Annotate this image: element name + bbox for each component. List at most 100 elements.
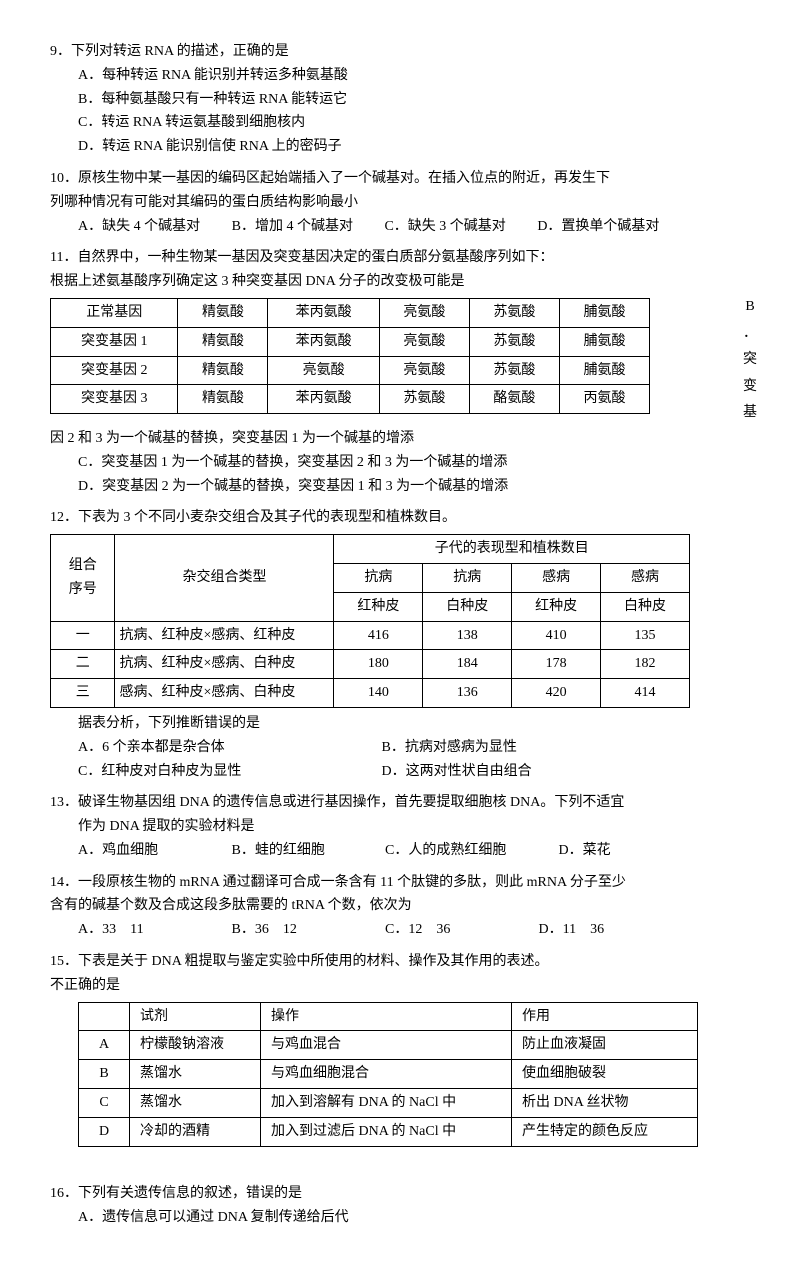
cell: 135 — [601, 621, 690, 650]
cell: 精氨酸 — [178, 327, 268, 356]
cell: 蒸馏水 — [130, 1060, 261, 1089]
q12-opt-d: D．这两对性状自由组合 — [382, 764, 532, 779]
cell: 操作 — [261, 1002, 512, 1031]
q12-stem: 12．下表为 3 个不同小麦杂交组合及其子代的表现型和植株数目。 — [50, 506, 750, 530]
table-row: 三 感病、红种皮×感病、白种皮 140 136 420 414 — [51, 679, 690, 708]
cell: 感病 — [512, 563, 601, 592]
table-row: B 蒸馏水 与鸡血细胞混合 使血细胞破裂 — [79, 1060, 698, 1089]
q13-opt-a: A．鸡血细胞 — [78, 839, 228, 863]
question-16: 16．下列有关遗传信息的叙述，错误的是 A．遗传信息可以通过 DNA 复制传递给… — [50, 1182, 750, 1230]
cell: 182 — [601, 650, 690, 679]
q11-opt-c: C．突变基因 1 为一个碱基的替换，突变基因 2 和 3 为一个碱基的增添 — [50, 451, 750, 475]
cell: 脯氨酸 — [559, 356, 649, 385]
side-3: 变 — [740, 374, 760, 401]
q12-after: 据表分析，下列推断错误的是 — [50, 712, 750, 736]
cell: 三 — [51, 679, 115, 708]
cell: 416 — [334, 621, 423, 650]
question-15: 15．下表是关于 DNA 粗提取与鉴定实验中所使用的材料、操作及其作用的表述。 … — [50, 950, 750, 1147]
cell: 红种皮 — [334, 592, 423, 621]
side-0: B — [740, 294, 760, 321]
question-14: 14．一段原核生物的 mRNA 通过翻译可合成一条含有 11 个肽键的多肽，则此… — [50, 871, 750, 942]
q10-opt-b: B．增加 4 个碱基对 — [232, 219, 353, 234]
cell: 苏氨酸 — [469, 327, 559, 356]
cell: 正常基因 — [51, 298, 178, 327]
cell: 丙氨酸 — [559, 385, 649, 414]
cell: 苏氨酸 — [379, 385, 469, 414]
side-1: ． — [740, 321, 760, 348]
table-row: 突变基因 2 精氨酸 亮氨酸 亮氨酸 苏氨酸 脯氨酸 — [51, 356, 650, 385]
cell: 脯氨酸 — [559, 298, 649, 327]
cell: 抗病 — [334, 563, 423, 592]
cell: 感病、红种皮×感病、白种皮 — [115, 679, 334, 708]
cell: 突变基因 3 — [51, 385, 178, 414]
table-row: 突变基因 3 精氨酸 苯丙氨酸 苏氨酸 酪氨酸 丙氨酸 — [51, 385, 650, 414]
cell: 子代的表现型和植株数目 — [334, 535, 690, 564]
cell: 178 — [512, 650, 601, 679]
cell: 蒸馏水 — [130, 1089, 261, 1118]
cell: 180 — [334, 650, 423, 679]
cell: 试剂 — [130, 1002, 261, 1031]
cell: 苯丙氨酸 — [268, 327, 379, 356]
table-row: 一 抗病、红种皮×感病、红种皮 416 138 410 135 — [51, 621, 690, 650]
q12-opt-b: B．抗病对感病为显性 — [382, 740, 517, 755]
cell: 脯氨酸 — [559, 327, 649, 356]
question-11: 11．自然界中，一种生物某一基因及突变基因决定的蛋白质部分氨基酸序列如下： 根据… — [50, 246, 750, 498]
cell: 析出 DNA 丝状物 — [512, 1089, 698, 1118]
cell: 白种皮 — [601, 592, 690, 621]
cell: 苏氨酸 — [469, 356, 559, 385]
q14-opt-c: C．12 36 — [385, 918, 535, 942]
cell: 亮氨酸 — [379, 298, 469, 327]
q12-opt-c: C．红种皮对白种皮为显性 — [78, 760, 378, 784]
question-9: 9．下列对转运 RNA 的描述，正确的是 A．每种转运 RNA 能识别并转运多种… — [50, 40, 750, 159]
q10-options: A．缺失 4 个碱基对 B．增加 4 个碱基对 C．缺失 3 个碱基对 D．置换… — [50, 215, 750, 239]
q10-stem-2: 列哪种情况有可能对其编码的蛋白质结构影响最小 — [50, 191, 750, 215]
cell: 二 — [51, 650, 115, 679]
q13-stem-2: 作为 DNA 提取的实验材料是 — [50, 815, 750, 839]
q14-stem-1: 14．一段原核生物的 mRNA 通过翻译可合成一条含有 11 个肽键的多肽，则此… — [50, 871, 750, 895]
q11-stem-1: 11．自然界中，一种生物某一基因及突变基因决定的蛋白质部分氨基酸序列如下： — [50, 246, 750, 270]
table-row: C 蒸馏水 加入到溶解有 DNA 的 NaCl 中 析出 DNA 丝状物 — [79, 1089, 698, 1118]
q14-opt-d: D．11 36 — [539, 922, 605, 937]
cell: 苯丙氨酸 — [268, 298, 379, 327]
cell: 亮氨酸 — [268, 356, 379, 385]
side-2: 突 — [740, 347, 760, 374]
cell: 亮氨酸 — [379, 327, 469, 356]
cell: 柠檬酸钠溶液 — [130, 1031, 261, 1060]
q13-opt-c: C．人的成熟红细胞 — [385, 839, 555, 863]
cell: 使血细胞破裂 — [512, 1060, 698, 1089]
cell: 精氨酸 — [178, 356, 268, 385]
cell: 一 — [51, 621, 115, 650]
q9-opt-b: B．每种氨基酸只有一种转运 RNA 能转运它 — [78, 88, 750, 112]
cell: 杂交组合类型 — [115, 535, 334, 621]
q9-opt-d: D．转运 RNA 能识别信使 RNA 上的密码子 — [78, 135, 750, 159]
table-row: 试剂 操作 作用 — [79, 1002, 698, 1031]
cell: 加入到溶解有 DNA 的 NaCl 中 — [261, 1089, 512, 1118]
q11-opt-d: D．突变基因 2 为一个碱基的替换，突变基因 1 和 3 为一个碱基的增添 — [50, 475, 750, 499]
table-row: 二 抗病、红种皮×感病、白种皮 180 184 178 182 — [51, 650, 690, 679]
q10-opt-d: D．置换单个碱基对 — [537, 219, 659, 234]
cell: 防止血液凝固 — [512, 1031, 698, 1060]
cell: 感病 — [601, 563, 690, 592]
cell: 抗病、红种皮×感病、红种皮 — [115, 621, 334, 650]
cell: 精氨酸 — [178, 385, 268, 414]
q9-options: A．每种转运 RNA 能识别并转运多种氨基酸 B．每种氨基酸只有一种转运 RNA… — [50, 64, 750, 159]
q11-stem-2: 根据上述氨基酸序列确定这 3 种突变基因 DNA 分子的改变极可能是 — [50, 270, 750, 294]
q14-opt-a: A．33 11 — [78, 918, 228, 942]
q9-stem: 9．下列对转运 RNA 的描述，正确的是 — [50, 40, 750, 64]
cell: 抗病 — [423, 563, 512, 592]
cell: 410 — [512, 621, 601, 650]
cell: 苯丙氨酸 — [268, 385, 379, 414]
cell: 414 — [601, 679, 690, 708]
side-4: 基 — [740, 400, 760, 427]
q11-table: 正常基因 精氨酸 苯丙氨酸 亮氨酸 苏氨酸 脯氨酸 突变基因 1 精氨酸 苯丙氨… — [50, 298, 650, 414]
cell: 突变基因 1 — [51, 327, 178, 356]
cell: 组合序号 — [51, 535, 115, 621]
cell: 138 — [423, 621, 512, 650]
cell: 184 — [423, 650, 512, 679]
q14-options: A．33 11 B．36 12 C．12 36 D．11 36 — [50, 918, 750, 942]
cell: 苏氨酸 — [469, 298, 559, 327]
q10-stem-1: 10．原核生物中某一基因的编码区起始端插入了一个碱基对。在插入位点的附近，再发生… — [50, 167, 750, 191]
q13-stem-1: 13．破译生物基因组 DNA 的遗传信息或进行基因操作，首先要提取细胞核 DNA… — [50, 791, 750, 815]
cell: 精氨酸 — [178, 298, 268, 327]
cell: 酪氨酸 — [469, 385, 559, 414]
